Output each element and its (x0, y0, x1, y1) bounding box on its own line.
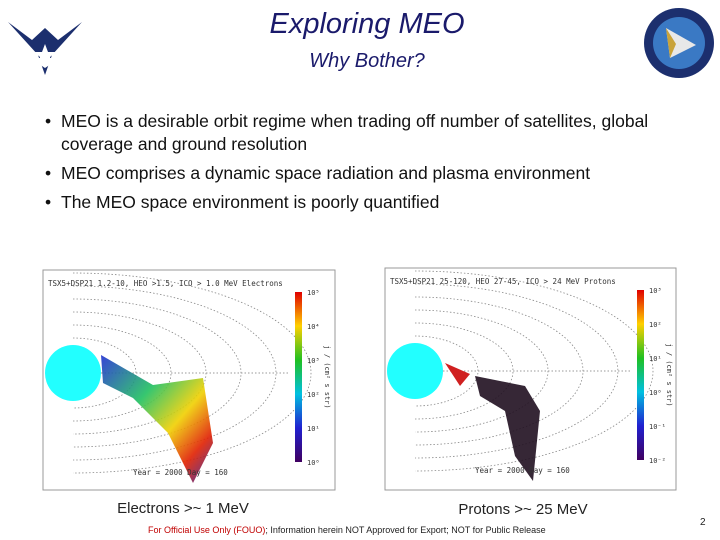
bullet: The MEO space environment is poorly quan… (45, 191, 695, 214)
colorbar-tick-label: 10³ (649, 287, 662, 295)
colorbar-tick-label: 10¹ (649, 355, 662, 363)
field-line (414, 270, 654, 472)
colorbar-tick-label: 10² (649, 321, 662, 329)
field-line (414, 283, 619, 459)
flux-region (101, 355, 213, 483)
flux-region (445, 363, 470, 386)
colorbar (637, 290, 644, 460)
footer-notice: For Official Use Only (FOUO) (148, 525, 266, 535)
colorbar-label: j / (cm² s str) (665, 343, 673, 406)
colorbar-tick-label: 10⁰ (649, 389, 662, 397)
slide-subtitle: Why Bother? (309, 50, 425, 72)
colorbar-tick-label: 10⁻² (649, 457, 666, 465)
panel-heading: TSX5+DSP21 25-120, HEO 27-45, ICO > 24 M… (390, 277, 616, 286)
colorbar (295, 292, 302, 462)
colorbar-tick-label: 10³ (307, 357, 320, 365)
figure-caption: Electrons >~ 1 MeV (117, 500, 249, 517)
bullet: MEO is a desirable orbit regime when tra… (45, 110, 695, 156)
panel-date: Year = 2000 Day = 160 (133, 468, 228, 477)
figure-caption: Protons >~ 25 MeV (458, 501, 588, 518)
bullet-list: MEO is a desirable orbit regime when tra… (45, 110, 695, 220)
earth (387, 343, 443, 399)
colorbar-tick-label: 10⁰ (307, 459, 320, 467)
colorbar-tick-label: 10⁻¹ (649, 423, 666, 431)
figure-panel: TSX5+DSP21 1.2-10, HEO >1.5, ICO > 1.0 M… (42, 269, 336, 491)
page-number: 2 (700, 517, 706, 528)
bullet: MEO comprises a dynamic space radiation … (45, 162, 695, 185)
afrl-seal (644, 8, 714, 78)
footer: For Official Use Only (FOUO); Informatio… (148, 525, 546, 535)
field-line (72, 272, 312, 474)
colorbar-tick-label: 10⁴ (307, 323, 320, 331)
earth (45, 345, 101, 401)
flux-region (475, 376, 540, 481)
field-line (72, 285, 277, 461)
colorbar-tick-label: 10¹ (307, 425, 320, 433)
footer-text: ; Information herein NOT Approved for Ex… (265, 525, 546, 535)
field-line (414, 296, 584, 446)
slide-title: Exploring MEO (269, 8, 465, 40)
colorbar-tick-label: 10² (307, 391, 320, 399)
figure-panel: TSX5+DSP21 25-120, HEO 27-45, ICO > 24 M… (384, 267, 677, 491)
field-line (72, 298, 242, 448)
air-force-logo (8, 22, 82, 75)
panel-heading: TSX5+DSP21 1.2-10, HEO >1.5, ICO > 1.0 M… (48, 279, 283, 288)
panel-date: Year = 2000 Day = 160 (475, 466, 570, 475)
colorbar-label: j / (cm² s str) (323, 345, 331, 408)
colorbar-tick-label: 10⁵ (307, 289, 320, 297)
